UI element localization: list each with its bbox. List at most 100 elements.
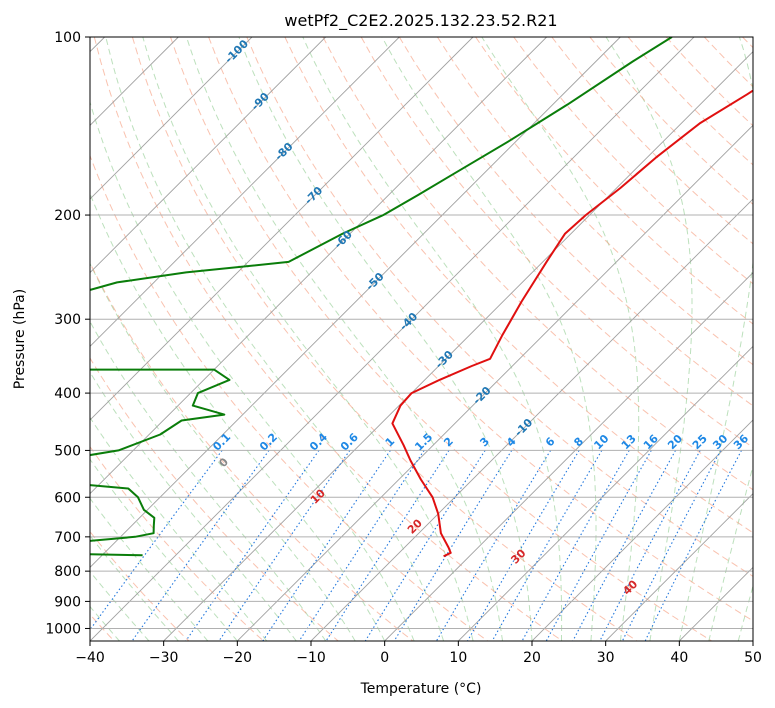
mixing-ratio-line	[298, 450, 425, 641]
dry-adiabat	[170, 37, 712, 641]
isotherm	[384, 272, 753, 641]
line-label: 16	[641, 432, 661, 452]
line-label: 13	[619, 432, 639, 452]
moist-adiabat	[481, 37, 640, 641]
isotherm	[90, 37, 695, 641]
moist-adiabat	[142, 37, 474, 641]
dry-adiabat	[90, 261, 414, 641]
dry-adiabat	[475, 37, 753, 325]
y-tick-label: 900	[54, 594, 81, 610]
x-tick-label: 20	[523, 650, 541, 666]
dry-adiabat	[551, 37, 753, 245]
y-tick-label: 600	[54, 490, 81, 506]
line-label: 20	[665, 432, 685, 452]
line-label: -40	[397, 310, 420, 333]
line-label: 8	[571, 435, 586, 450]
moist-adiabat	[737, 584, 753, 641]
mixing-ratio-line	[599, 450, 701, 641]
line-label: 20	[405, 516, 425, 536]
plot-frame	[89, 36, 754, 642]
line-label: 2	[441, 435, 456, 450]
mixing-ratio-line	[218, 450, 351, 641]
dry-adiabat	[131, 37, 638, 641]
y-tick-label: 700	[54, 530, 81, 546]
dry-adiabat	[513, 37, 753, 285]
line-label: 0	[216, 455, 231, 470]
dry-adiabat	[284, 37, 753, 534]
x-axis: −40 −30 −20 −10 0 10 20 30 40 50	[75, 641, 762, 666]
x-tick-label: −30	[149, 650, 179, 666]
isotherm	[752, 640, 753, 641]
mixing-ratio-line	[364, 450, 486, 641]
background-lines	[90, 37, 753, 641]
isotherm	[163, 51, 753, 641]
mixing-ratio-line	[545, 450, 652, 641]
moist-adiabat	[605, 37, 693, 641]
mixing-ratio-line	[393, 450, 513, 641]
isotherm	[90, 37, 547, 495]
isotherm	[90, 37, 474, 421]
y-tick-label: 100	[54, 30, 81, 46]
line-label: 3	[477, 435, 492, 450]
isotherm	[237, 124, 753, 641]
isotherm	[90, 37, 621, 568]
mixing-ratio-line	[90, 450, 223, 631]
line-label: 6	[543, 435, 558, 450]
moist-adiabat	[90, 320, 327, 641]
dry-adiabat	[322, 37, 753, 491]
dry-adiabat	[742, 37, 753, 49]
line-label: 40	[620, 577, 640, 597]
moist-adiabat	[186, 37, 503, 641]
moist-adiabat	[90, 371, 297, 641]
dry-adiabat	[436, 37, 753, 366]
isotherm	[90, 37, 400, 347]
line-label: -70	[302, 184, 325, 207]
mixing-ratio-line	[621, 450, 722, 641]
line-label: 30	[508, 546, 528, 566]
isotherm	[310, 198, 753, 641]
line-label: 10	[308, 486, 328, 506]
y-tick-label: 1000	[45, 621, 81, 637]
x-axis-title: Temperature (°C)	[360, 681, 482, 697]
moist-adiabat	[90, 534, 179, 641]
x-tick-label: −20	[223, 650, 253, 666]
mixing-ratio-line	[185, 450, 320, 641]
moist-adiabat	[678, 37, 753, 641]
line-label: 25	[690, 432, 710, 452]
line-label: -100	[222, 37, 251, 66]
y-tick-label: 200	[54, 208, 81, 224]
line-label: 1	[383, 435, 398, 450]
dry-adiabat	[90, 154, 488, 641]
x-tick-label: 30	[597, 650, 615, 666]
mixing-ratio-line	[644, 450, 742, 641]
mixing-ratio-line	[491, 450, 603, 641]
dry-adiabat	[360, 37, 753, 449]
line-label: 36	[731, 432, 751, 452]
mixing-ratio-line	[521, 450, 630, 641]
dry-adiabat	[665, 37, 753, 127]
moist-adiabat	[90, 416, 268, 641]
x-tick-label: −10	[296, 650, 326, 666]
line-label: 10	[591, 432, 611, 452]
dry-adiabat	[90, 445, 264, 641]
line-label: -90	[249, 90, 272, 113]
series-line	[90, 37, 673, 557]
isotherm	[605, 493, 753, 641]
mixing-ratio-line	[325, 450, 450, 641]
y-axis-title: Pressure (hPa)	[12, 289, 28, 389]
dry-adiabat	[703, 37, 753, 88]
series-line	[391, 89, 753, 558]
mixing-ratio-line	[467, 450, 580, 641]
y-tick-label: 300	[54, 312, 81, 328]
dry-adiabat	[208, 37, 753, 622]
x-tick-label: 10	[449, 650, 467, 666]
moist-adiabat	[381, 37, 597, 641]
moist-adiabat	[238, 37, 533, 641]
line-label: 4	[504, 435, 519, 450]
moist-adiabat	[302, 37, 563, 641]
line-label: -60	[332, 228, 355, 251]
x-tick-label: 50	[744, 650, 762, 666]
x-tick-label: 0	[380, 650, 389, 666]
isotherm	[458, 345, 753, 641]
